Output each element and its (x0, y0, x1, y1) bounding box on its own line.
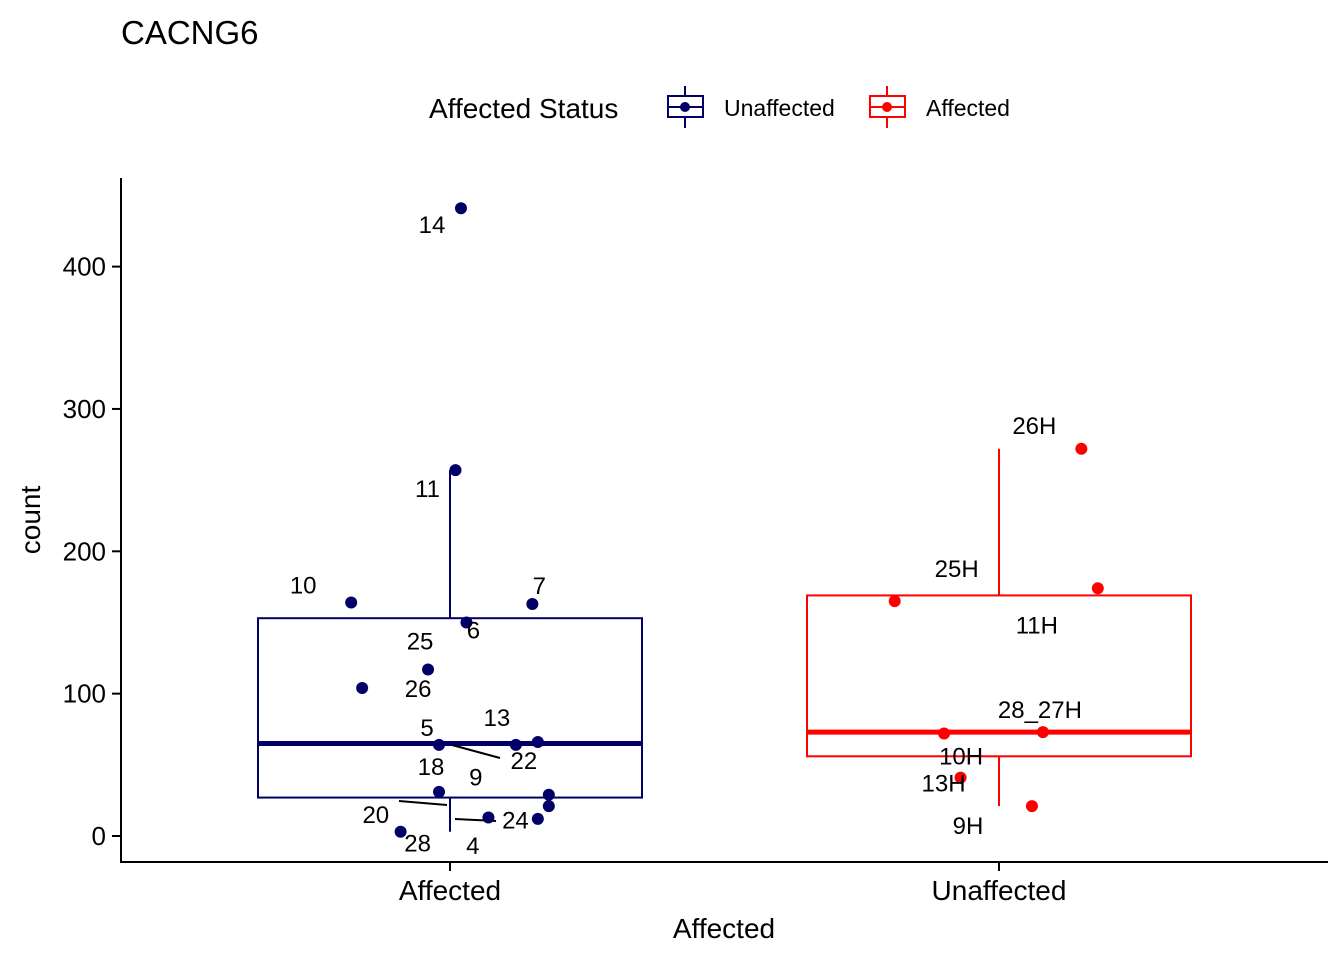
y-tick-label: 0 (92, 821, 106, 851)
point-label-11: 11 (415, 476, 440, 503)
data-point-25 (422, 663, 435, 676)
point-label-26h: 26H (1012, 413, 1056, 440)
data-point-10h (938, 727, 951, 740)
point-label-9: 9 (469, 765, 482, 792)
data-point-9 (542, 788, 555, 801)
point-label-25: 25 (407, 628, 434, 655)
legend-label-affected: Affected (926, 95, 1010, 121)
y-ticks: 0 100 200 300 400 (63, 252, 121, 851)
boxplots (257, 448, 1192, 832)
legend-key-unaffected (667, 86, 704, 128)
point-label-14: 14 (419, 212, 446, 239)
point-label-9h: 9H (953, 813, 984, 840)
data-point-26h (1075, 442, 1088, 455)
legend-label-unaffected: Unaffected (724, 95, 835, 121)
point-label-26: 26 (405, 676, 432, 703)
point-label-10: 10 (290, 573, 317, 600)
point-label-7: 7 (533, 573, 546, 600)
data-point-13 (531, 736, 544, 749)
point-label-13: 13 (483, 705, 510, 732)
y-axis-title: count (15, 486, 46, 555)
legend-key-affected (869, 86, 906, 128)
x-ticks: Affected Unaffected (399, 862, 1067, 906)
point-label-10h: 10H (939, 744, 983, 771)
point-label-22: 22 (511, 748, 538, 775)
data-point-4 (531, 812, 544, 825)
data-point-26 (356, 681, 369, 694)
data-point-28 (394, 825, 407, 838)
point-label-13h: 13H (922, 771, 966, 798)
legend-title: Affected Status (429, 93, 618, 124)
y-tick-label: 200 (63, 536, 106, 566)
data-point-5 (433, 738, 446, 751)
data-point-9h (1025, 800, 1038, 813)
legend: Affected Status Unaffected Affected (429, 86, 1010, 128)
x-tick-label: Affected (399, 875, 501, 906)
label-leader-20 (398, 800, 448, 806)
iqr-box (806, 594, 1192, 758)
data-point-13h (954, 771, 967, 784)
data-point-11h (1091, 582, 1104, 595)
point-label-4: 4 (466, 833, 479, 860)
boxplot-affected (257, 470, 643, 832)
data-point-20 (542, 800, 555, 813)
point-labels: 14 11 10 7 6 25 26 13 5 22 18 9 20 24 4 28 26H 11H 25H 28_2… (290, 212, 1082, 860)
point-label-6: 6 (467, 617, 480, 644)
y-tick-label: 100 (63, 679, 106, 709)
data-point-22 (509, 738, 522, 751)
data-point-10 (345, 596, 358, 609)
boxplot-unaffected (806, 448, 1192, 807)
data-point-6 (460, 616, 473, 629)
point-label-18: 18 (418, 754, 445, 781)
point-label-24: 24 (502, 807, 529, 834)
data-points (345, 202, 1104, 838)
x-tick-label: Unaffected (932, 875, 1067, 906)
data-point-28-27h (1036, 726, 1049, 739)
x-axis-title: Affected (673, 913, 775, 944)
data-point-14 (454, 202, 467, 215)
point-label-5: 5 (420, 715, 433, 742)
point-label-28-27h: 28_27H (998, 697, 1082, 724)
chart-title: CACNG6 (121, 14, 259, 51)
data-point-7 (526, 597, 539, 610)
data-point-11 (449, 464, 462, 477)
point-label-25h: 25H (935, 556, 979, 583)
iqr-box (257, 617, 643, 799)
data-point-18 (433, 785, 446, 798)
data-point-24 (482, 811, 495, 824)
label-leader-22 (451, 744, 501, 759)
y-tick-label: 400 (63, 252, 106, 282)
data-point-25h (888, 595, 901, 608)
point-label-20: 20 (362, 802, 389, 829)
point-label-11h: 11H (1016, 612, 1058, 639)
y-tick-label: 300 (63, 394, 106, 424)
point-label-28: 28 (404, 831, 431, 858)
